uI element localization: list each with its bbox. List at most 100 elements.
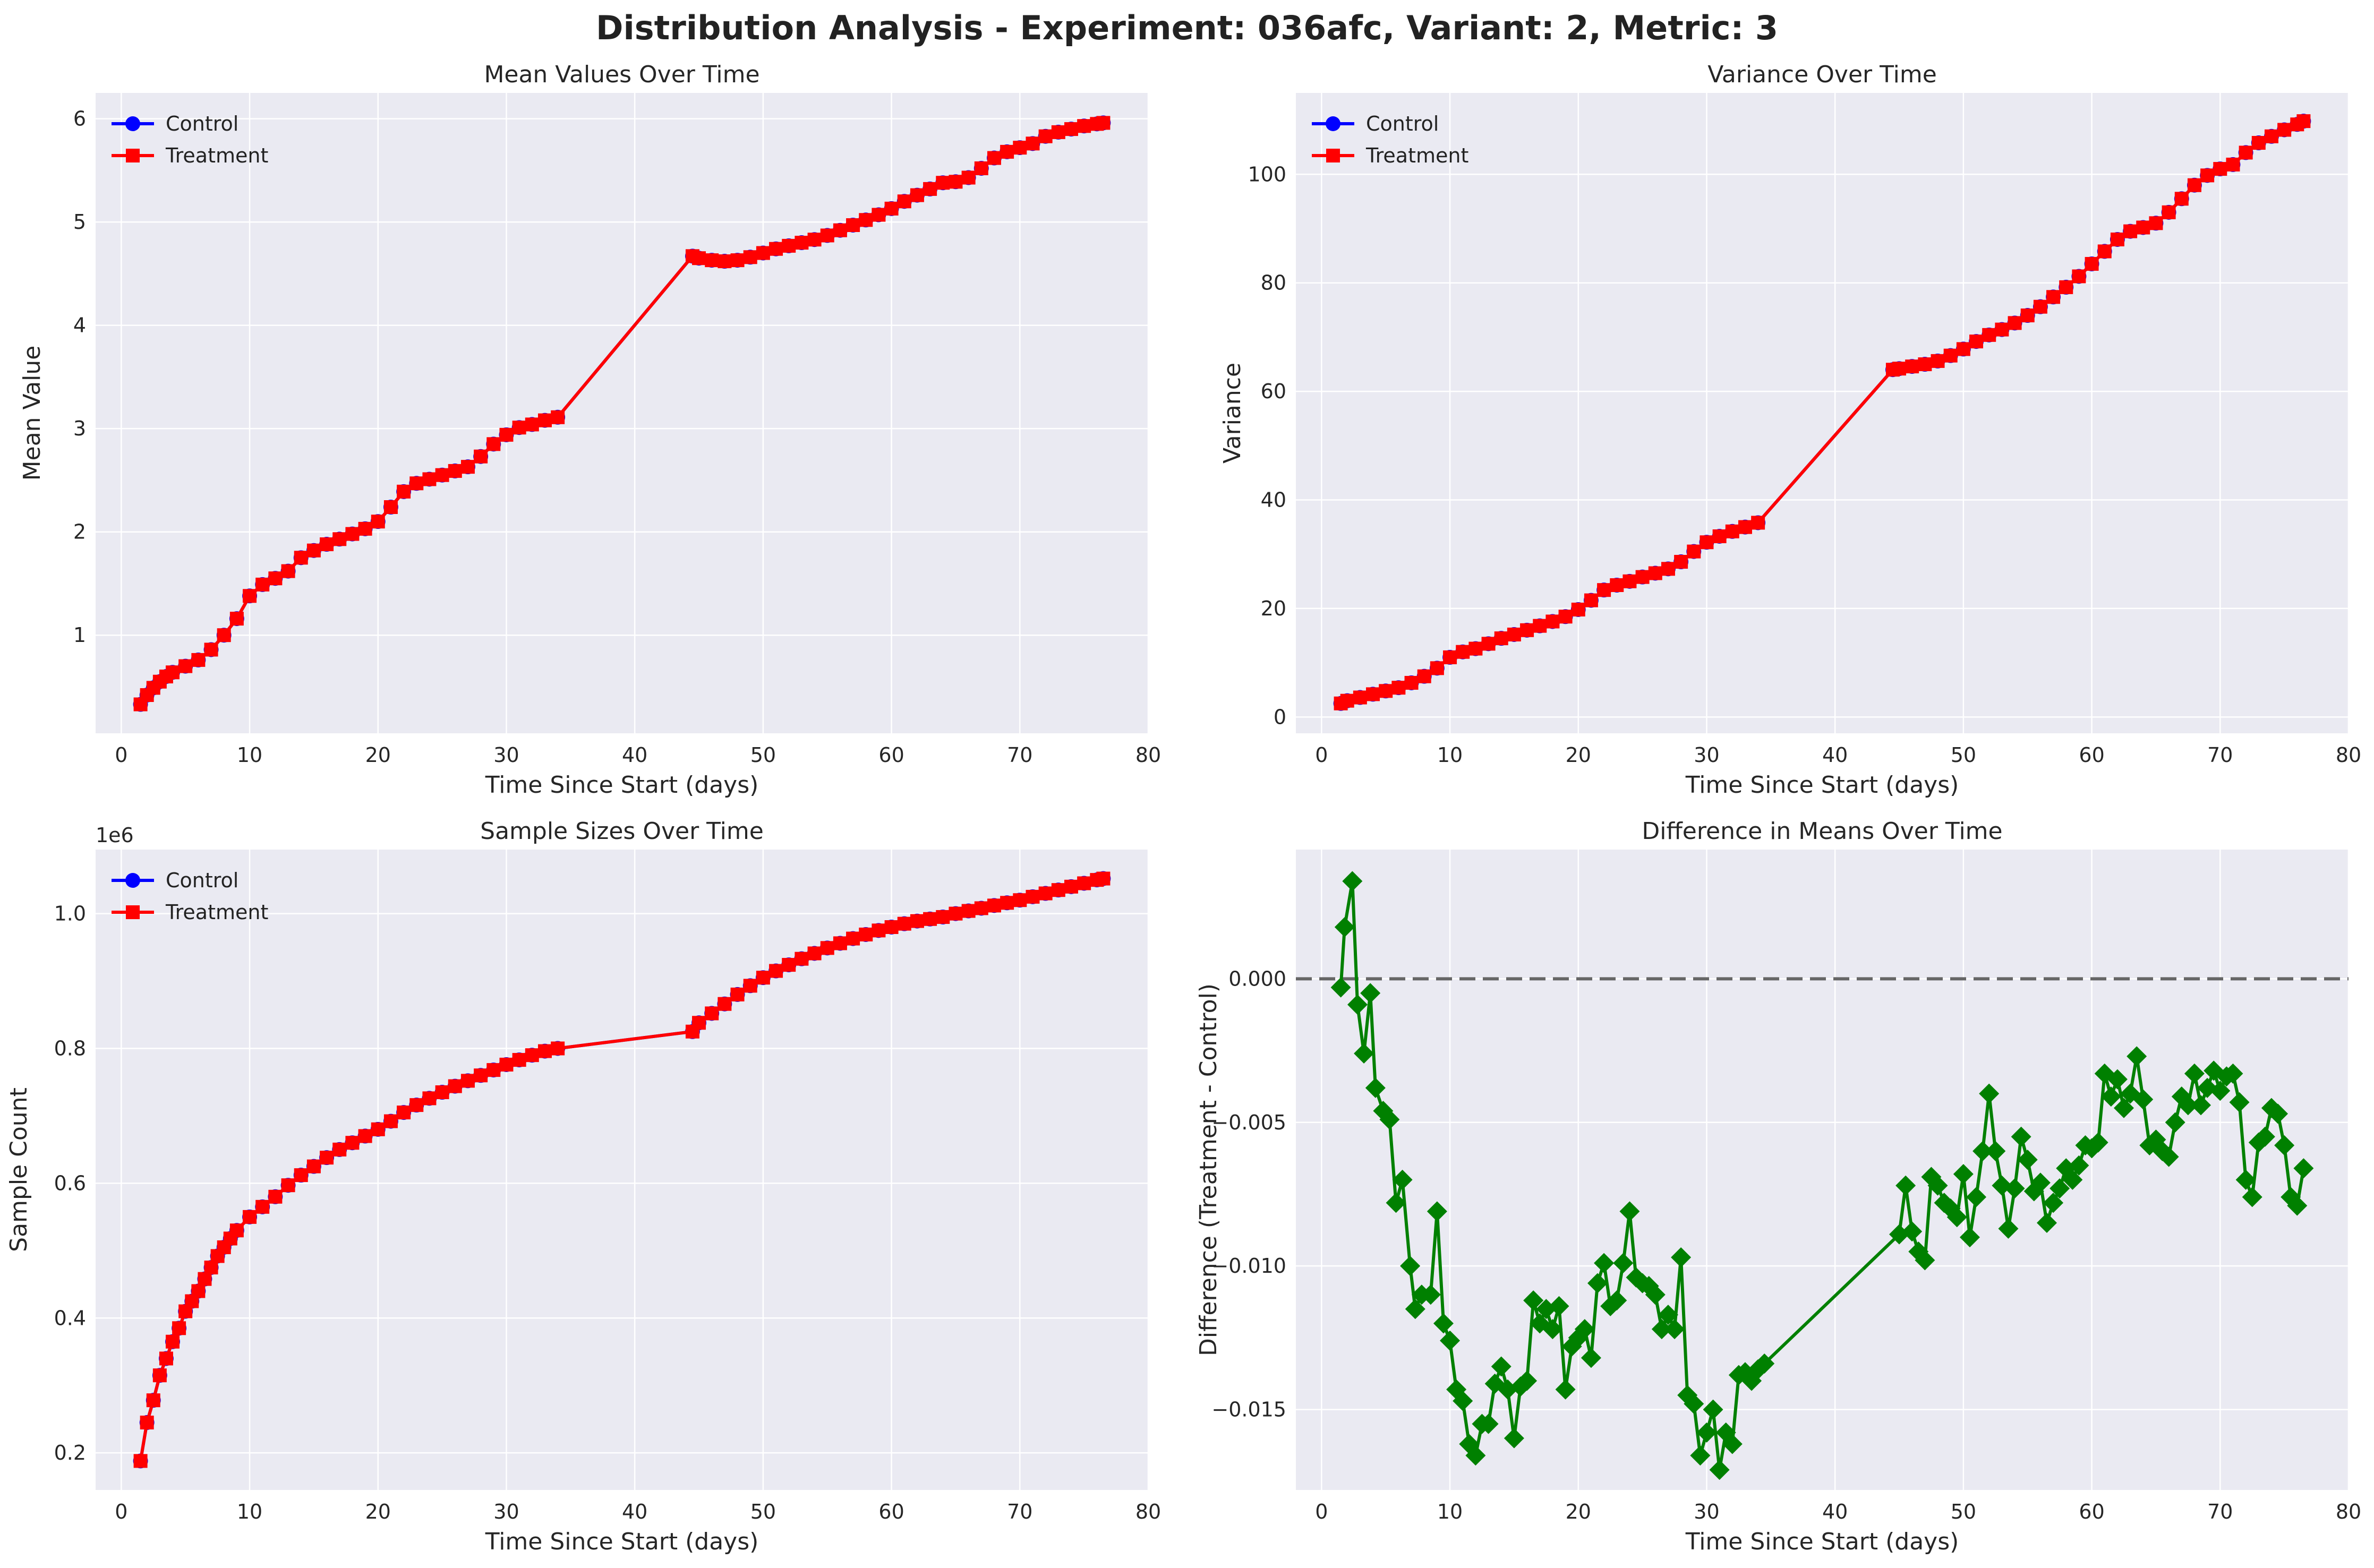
- data-point: [2036, 1213, 2057, 1233]
- y-tick-label: 100: [1248, 162, 1286, 186]
- data-point: [1558, 610, 1573, 624]
- data-point: [255, 1199, 270, 1214]
- data-point: [2085, 256, 2099, 271]
- data-point: [1931, 354, 1945, 368]
- data-point: [756, 971, 770, 985]
- data-point: [2277, 123, 2292, 137]
- data-point: [1946, 1207, 1967, 1228]
- data-point: [2136, 220, 2150, 235]
- x-tick-label: 10: [1437, 1500, 1463, 1523]
- data-point: [172, 1321, 186, 1335]
- y-tick-label: 80: [1261, 271, 1286, 295]
- data-point: [1684, 1393, 1704, 1414]
- data-point: [782, 238, 796, 253]
- data-point: [1738, 520, 1752, 534]
- y-axis-label: Difference (Treatment - Control): [1195, 983, 1222, 1356]
- data-point: [2242, 1187, 2262, 1207]
- x-tick-label: 80: [1135, 1500, 1161, 1523]
- data-point: [383, 1114, 398, 1128]
- data-point: [1347, 995, 1368, 1015]
- data-point: [140, 1416, 154, 1430]
- data-point: [987, 151, 1001, 165]
- data-point: [294, 1168, 308, 1183]
- data-point: [551, 410, 565, 424]
- data-point: [499, 427, 514, 442]
- data-point: [2239, 145, 2253, 160]
- x-tick-label: 0: [1315, 743, 1328, 767]
- data-point: [2235, 1169, 2256, 1190]
- data-point: [795, 236, 809, 250]
- data-point: [1969, 335, 1984, 349]
- legend-marker: [125, 116, 140, 131]
- data-point: [743, 250, 757, 264]
- data-point: [1523, 1290, 1544, 1311]
- data-point: [2127, 1046, 2147, 1067]
- x-tick-label: 0: [1315, 1500, 1328, 1523]
- data-point: [448, 1079, 462, 1093]
- data-point: [2264, 129, 2278, 143]
- data-point: [2229, 1092, 2250, 1112]
- data-point: [1597, 583, 1611, 597]
- x-axis-label: Time Since Start (days): [485, 772, 759, 799]
- data-point: [2149, 216, 2163, 230]
- data-point: [833, 223, 847, 237]
- data-point: [1453, 1391, 1473, 1411]
- data-point: [2200, 168, 2215, 183]
- data-point: [2293, 1158, 2314, 1179]
- data-point: [936, 910, 950, 924]
- data-point: [961, 904, 976, 918]
- x-tick-label: 30: [493, 743, 519, 767]
- data-point: [435, 468, 449, 482]
- data-point: [1478, 1413, 1499, 1434]
- data-point: [2213, 162, 2227, 176]
- y-tick-label: 0.4: [54, 1306, 86, 1330]
- data-point: [422, 1091, 437, 1106]
- data-point: [1405, 1299, 1425, 1319]
- data-point: [1915, 1250, 1935, 1271]
- x-tick-label: 20: [365, 743, 391, 767]
- data-point: [1404, 675, 1419, 690]
- data-point: [1400, 1256, 1421, 1276]
- data-point: [1959, 1227, 1980, 1248]
- data-point: [2251, 136, 2266, 150]
- x-tick-label: 20: [365, 1500, 391, 1523]
- x-tick-label: 80: [1135, 743, 1161, 767]
- data-point: [1751, 516, 1765, 530]
- legend-label: Treatment: [165, 144, 268, 167]
- plot-area: [96, 850, 1148, 1490]
- y-tick-label: −0.010: [1211, 1254, 1286, 1278]
- data-point: [345, 527, 360, 541]
- legend-marker: [1326, 116, 1340, 131]
- data-point: [923, 912, 937, 926]
- axis-multiplier: 1e6: [96, 824, 134, 847]
- data-point: [306, 543, 321, 558]
- data-point: [486, 1063, 501, 1077]
- data-point: [1709, 1460, 1730, 1480]
- data-point: [730, 253, 745, 268]
- x-tick-label: 50: [750, 1500, 776, 1523]
- legend-label: Control: [166, 869, 238, 892]
- data-point: [1354, 1043, 1374, 1064]
- data-point: [332, 532, 347, 546]
- data-point: [383, 500, 398, 515]
- data-point: [268, 1189, 283, 1204]
- data-point: [345, 1136, 360, 1150]
- data-point: [2287, 1195, 2308, 1216]
- data-point: [1379, 684, 1393, 698]
- data-point: [512, 421, 526, 435]
- x-tick-label: 10: [1437, 743, 1463, 767]
- data-point: [884, 920, 899, 934]
- data-point: [1520, 623, 1534, 637]
- legend-label: Control: [166, 112, 238, 135]
- data-point: [1725, 524, 1739, 538]
- data-point: [1000, 144, 1014, 159]
- data-point: [1096, 871, 1111, 886]
- data-point: [807, 233, 822, 247]
- y-axis-label: Sample Count: [5, 1087, 32, 1252]
- data-point: [1038, 886, 1053, 901]
- data-point: [2011, 1126, 2031, 1147]
- data-point: [1651, 1319, 1672, 1340]
- data-point: [1613, 1253, 1634, 1273]
- data-point: [486, 437, 501, 451]
- data-point: [1918, 357, 1932, 372]
